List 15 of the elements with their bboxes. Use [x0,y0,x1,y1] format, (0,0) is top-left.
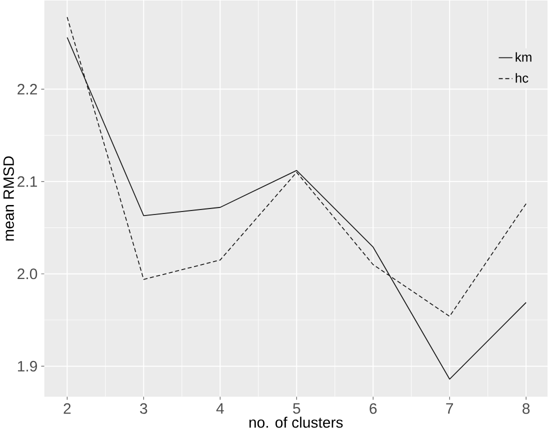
y-tick-label: 1.9 [18,360,37,372]
x-tick-label: 8 [522,403,530,414]
y-tick-label: 2.2 [18,84,37,94]
x-axis-title: no. of clusters [249,416,343,428]
x-tick-label: 3 [140,403,148,414]
x-tick-label: 6 [370,403,377,414]
legend-label: hc [516,73,528,83]
x-tick-label: 5 [293,403,300,414]
x-tick-label: 7 [446,403,454,414]
x-tick-label: 2 [64,403,71,414]
y-axis-title: mean RMSD [3,156,14,241]
y-tick-label: 2.1 [18,176,37,187]
legend-label: km [516,52,532,62]
y-tick-label: 2.0 [18,268,38,280]
x-tick-label: 4 [216,403,224,414]
